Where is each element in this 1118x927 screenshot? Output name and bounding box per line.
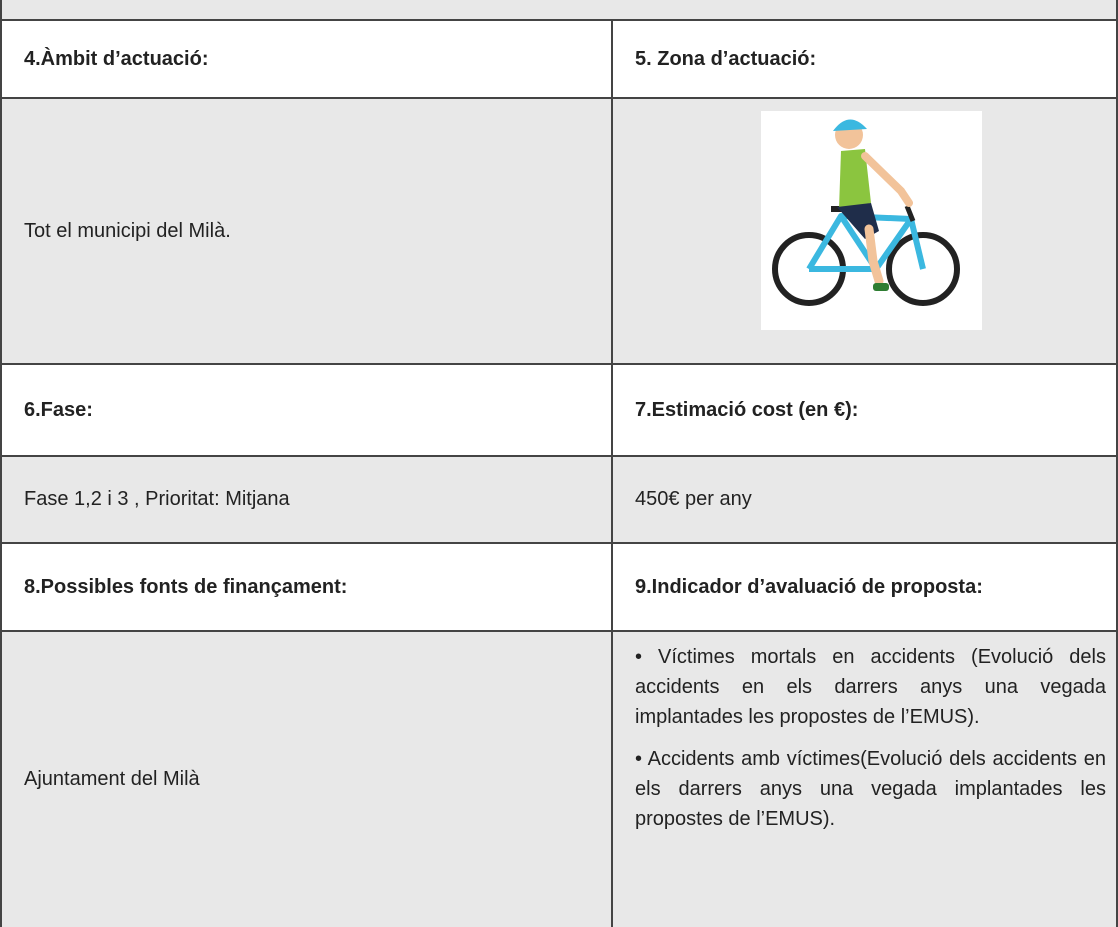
- header-cell: 6.Fase:: [0, 363, 611, 455]
- cell-text: 6.Fase:: [24, 398, 93, 421]
- header-cell: 5. Zona d’actuació:: [611, 19, 1118, 97]
- header-cell: 7.Estimació cost (en €):: [611, 363, 1118, 455]
- bullet-paragraph: • Víctimes mortals en accidents (Evoluci…: [635, 646, 1106, 728]
- top-strip: [0, 0, 1118, 19]
- content-cell: Fase 1,2 i 3 , Prioritat: Mitjana: [0, 455, 611, 542]
- content-cell: 450€ per any: [611, 455, 1118, 542]
- cell-text: 5. Zona d’actuació:: [635, 47, 817, 70]
- cell-text: 450€ per any: [635, 488, 752, 510]
- cell-text: Ajuntament del Milà: [24, 768, 200, 790]
- image-cell: [611, 97, 1118, 363]
- content-cell: • Víctimes mortals en accidents (Evoluci…: [611, 630, 1118, 927]
- content-cell: Tot el municipi del Milà.: [0, 97, 611, 363]
- cell-text: 9.Indicador d’avaluació de proposta:: [635, 575, 983, 598]
- content-cell: Ajuntament del Milà: [0, 630, 611, 927]
- header-cell: 8.Possibles fonts de finançament:: [0, 542, 611, 630]
- cell-text: Tot el municipi del Milà.: [24, 219, 231, 242]
- cell-text: 8.Possibles fonts de finançament:: [24, 575, 348, 598]
- header-cell: 9.Indicador d’avaluació de proposta:: [611, 542, 1118, 630]
- cell-text: Fase 1,2 i 3 , Prioritat: Mitjana: [24, 488, 290, 510]
- header-cell: 4.Àmbit d’actuació:: [0, 19, 611, 97]
- cell-text: 7.Estimació cost (en €):: [635, 398, 859, 421]
- cell-text: 4.Àmbit d’actuació:: [24, 47, 209, 70]
- cyclist-illustration: [761, 111, 982, 330]
- bullet-paragraph: • Accidents amb víctimes(Evolució dels a…: [635, 748, 1106, 830]
